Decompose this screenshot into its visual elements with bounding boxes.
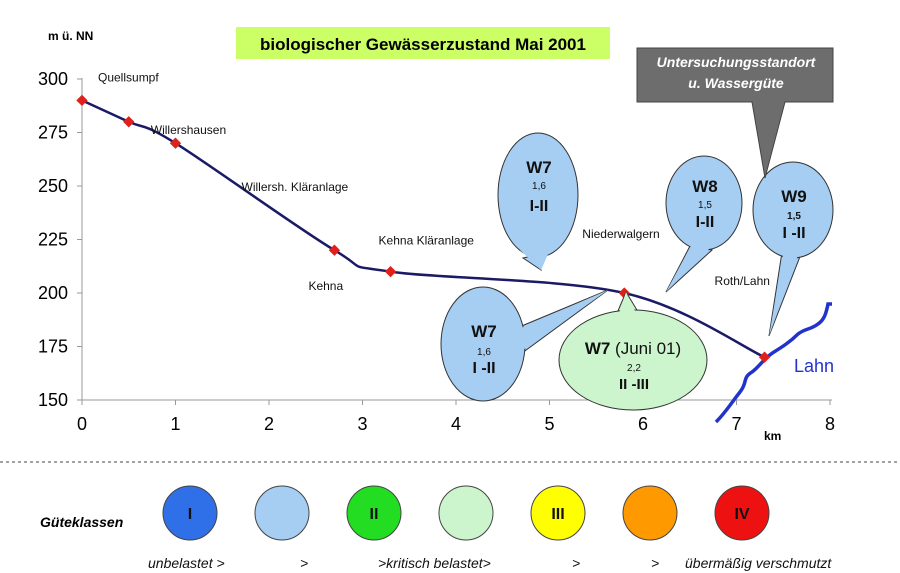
y-tick-label: 300 [38, 69, 68, 89]
x-tick-label: 6 [638, 414, 648, 434]
point-labels: Quellsumpf Willershausen Willersh. Kläranl… [98, 70, 770, 293]
data-point [76, 94, 88, 107]
x-tick-label: 1 [170, 414, 180, 434]
y-tick-label: 150 [38, 390, 68, 410]
bubble-index: 2,2 [627, 363, 641, 374]
x-tick-label: 0 [77, 414, 87, 434]
bubble-w9: W9 1,5 I -II [752, 161, 834, 337]
bubble-name: W8 [692, 177, 718, 196]
point-label: Quellsumpf [98, 70, 159, 84]
data-point [123, 116, 135, 128]
legend-scale: unbelastet > > >kritisch belastet> > > übermä… [148, 555, 832, 571]
legend-class-label: I [188, 506, 192, 523]
data-point [758, 351, 771, 363]
legend-class-circle [530, 485, 586, 541]
legend-class-label: III [551, 506, 564, 523]
bubble-title: W7 (Juni 01) [585, 339, 681, 358]
data-point [328, 244, 341, 256]
river-lahn [714, 302, 832, 424]
bubble-name: W7 [585, 339, 611, 358]
legend-class-circle [346, 485, 402, 541]
x-tick-label: 5 [544, 414, 554, 434]
bubble-class: I -II [782, 225, 805, 242]
bubble-class: I-II [530, 198, 549, 215]
title-box [236, 27, 610, 59]
point-label: Kehna Kläranlage [379, 234, 475, 248]
x-tick-label: 3 [357, 414, 367, 434]
bubble-w8: W8 1,5 I-II [665, 155, 743, 293]
standort-callout: Untersuchungsstandort u. Wassergüte [636, 47, 834, 179]
legend-class-circle [622, 485, 678, 541]
legend-class-circle [714, 485, 770, 541]
bubble-w7-top: W7 1,6 I-II [497, 132, 579, 272]
x-tick-label: 2 [264, 414, 274, 434]
chart-title: biologischer Gewässerzustand Mai 2001 [260, 35, 586, 54]
y-tick-label: 225 [38, 230, 68, 250]
legend-circles: I II III IV [162, 485, 770, 541]
point-label: Willersh. Kläranlage [242, 180, 349, 194]
y-tick-label: 250 [38, 176, 68, 196]
y-tick-label: 275 [38, 123, 68, 143]
bubble-class: II -III [619, 376, 649, 393]
legend-title: Güteklassen [40, 514, 123, 530]
bubble-suffix: (Juni 01) [610, 339, 681, 358]
legend-scale-label: >kritisch belastet> [378, 555, 491, 571]
point-label: Kehna [308, 279, 343, 293]
y-axis-label: m ü. NN [48, 29, 93, 43]
legend-class-circle [162, 485, 218, 541]
legend-scale-label: > [572, 555, 580, 571]
bubble-w7-juni: W7 (Juni 01) 2,2 II -III [558, 290, 708, 411]
bubble-class: I-II [696, 214, 715, 231]
standort-line2: u. Wassergüte [688, 75, 784, 91]
legend-scale-label: > [300, 555, 308, 571]
bubble-index: 1,6 [477, 347, 491, 358]
x-tick-label: 8 [825, 414, 835, 434]
legend-scale-label: übermäßig verschmutzt [685, 555, 832, 571]
legend-class-label: IV [734, 506, 749, 523]
river-label: Lahn [794, 356, 834, 376]
y-tick-label: 175 [38, 337, 68, 357]
data-point [384, 265, 397, 278]
x-ticks: 0 1 2 3 4 5 6 7 8 [77, 400, 835, 434]
y-ticks: 150 175 200 225 250 275 300 [38, 69, 82, 410]
bubble-class: I -II [472, 360, 495, 377]
legend-class-circle [438, 485, 494, 541]
legend-class-circle [254, 485, 310, 541]
bubble-index: 1,5 [787, 211, 801, 222]
bubble-index: 1,5 [698, 200, 712, 211]
point-label: Willershausen [151, 123, 226, 137]
x-axis-label: km [764, 429, 781, 443]
legend-scale-label: > [651, 555, 659, 571]
bubble-name: W9 [781, 187, 807, 206]
bubble-w7-bottom: W7 1,6 I -II [440, 286, 609, 402]
legend-scale-label: unbelastet > [148, 555, 225, 571]
y-tick-label: 200 [38, 283, 68, 303]
point-label: Roth/Lahn [715, 274, 770, 288]
x-tick-label: 4 [451, 414, 461, 434]
bubble-name: W7 [526, 158, 552, 177]
bubble-name: W7 [471, 322, 497, 341]
legend-class-label: II [370, 506, 379, 523]
point-label: Niederwalgern [582, 227, 659, 241]
bubble-index: 1,6 [532, 181, 546, 192]
data-point [169, 137, 182, 149]
x-tick-label: 7 [731, 414, 741, 434]
standort-line1: Untersuchungsstandort [657, 54, 817, 70]
